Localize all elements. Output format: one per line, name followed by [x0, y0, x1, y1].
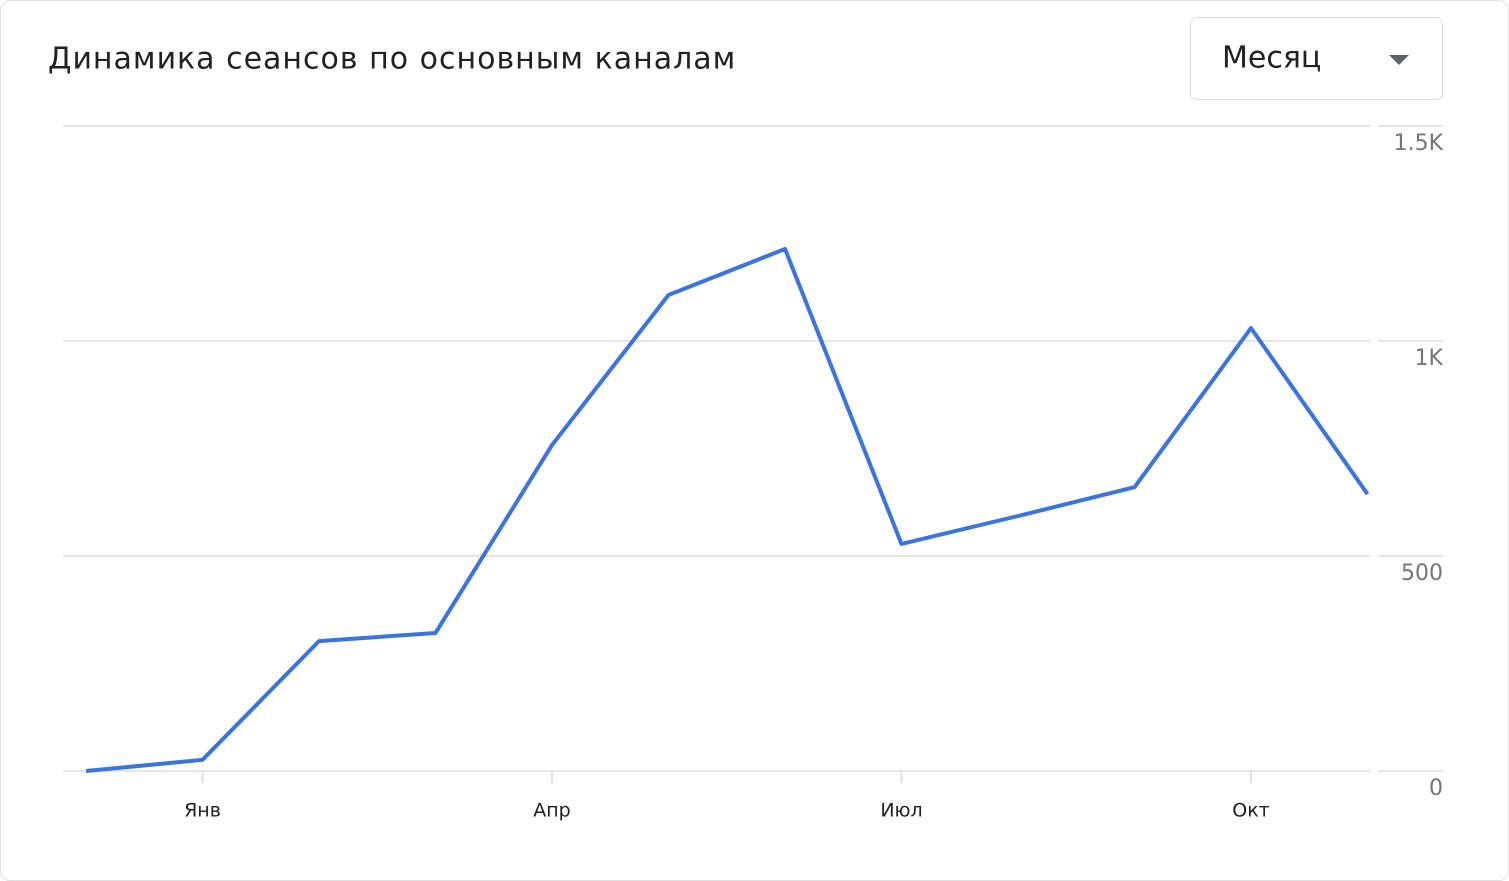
x-tick-label: Окт [1232, 800, 1270, 822]
chart-title: Динамика сеансов по основным каналам [48, 42, 736, 77]
x-tick-label: Июл [880, 800, 922, 822]
y-tick-label: 0 [1429, 776, 1443, 801]
x-tick-label: Янв [184, 800, 221, 822]
dropdown-label[interactable]: Месяц [1222, 41, 1321, 76]
y-tick-label: 1.5K [1394, 131, 1444, 156]
y-tick-label: 1K [1415, 346, 1444, 371]
y-tick-label: 500 [1401, 561, 1443, 586]
x-tick-label: Апр [533, 800, 570, 822]
dropdown-arrow[interactable] [1389, 55, 1409, 65]
period-dropdown[interactable]: Месяц [1190, 17, 1443, 100]
dropdown-box[interactable] [1190, 17, 1443, 100]
series-line [85, 246, 1370, 773]
